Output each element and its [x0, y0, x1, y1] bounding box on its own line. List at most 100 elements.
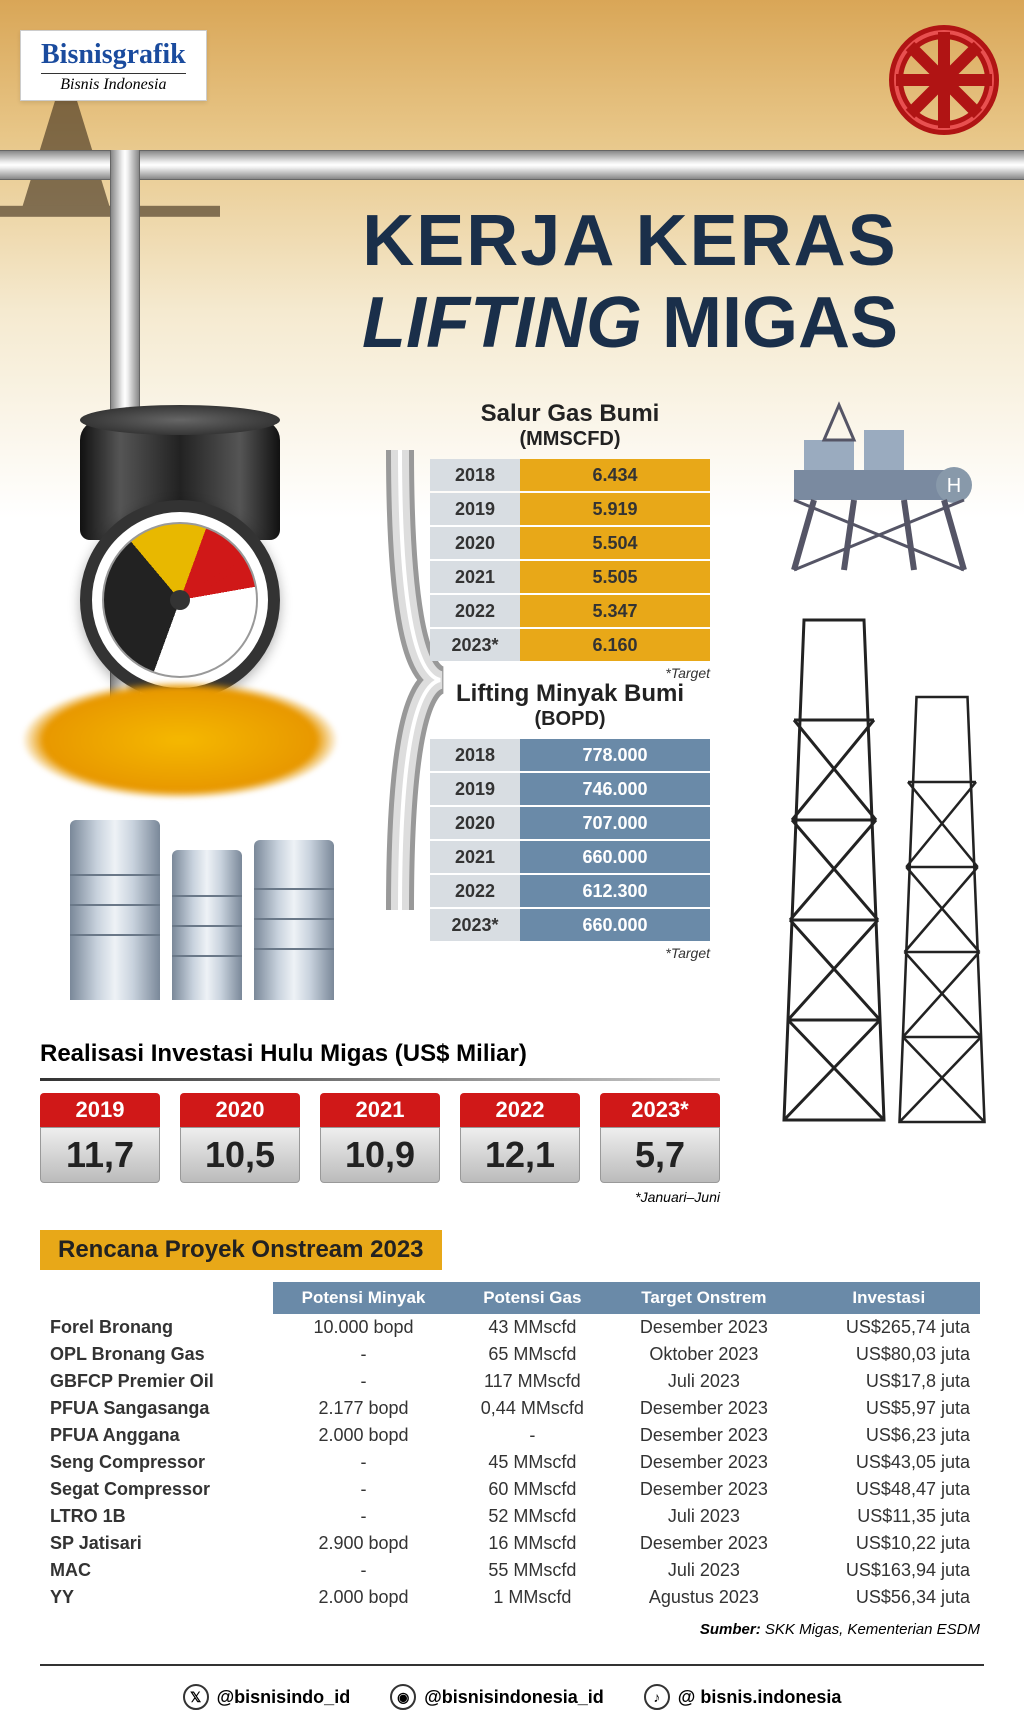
oil-table-title: Lifting Minyak Bumi — [430, 680, 710, 708]
invest-value: 10,9 — [320, 1127, 440, 1183]
proj-oil: 10.000 bopd — [273, 1314, 455, 1341]
storage-tanks-icon — [70, 800, 350, 1000]
proj-target: Juli 2023 — [610, 1557, 797, 1584]
brand-logo: Bisnisgrafik Bisnis Indonesia — [20, 30, 207, 101]
proj-oil: 2.900 bopd — [273, 1530, 455, 1557]
proj-gas: 16 MMscfd — [454, 1530, 610, 1557]
tiktok-handle: ♪@ bisnis.indonesia — [644, 1684, 842, 1710]
gas-value: 5.505 — [520, 561, 710, 593]
brand-sub: Bisnis Indonesia — [41, 73, 186, 94]
source-label: Sumber: — [700, 1621, 761, 1638]
oil-platform-icon: H — [754, 400, 994, 580]
oil-value: 660.000 — [520, 909, 710, 941]
proj-row: PFUA Anggana 2.000 bopd - Desember 2023 … — [40, 1422, 980, 1449]
oil-row: 2019 746.000 — [430, 773, 710, 805]
proj-name: MAC — [40, 1557, 273, 1584]
proj-target: Oktober 2023 — [610, 1341, 797, 1368]
oil-value: 778.000 — [520, 739, 710, 771]
proj-row: Forel Bronang 10.000 bopd 43 MMscfd Dese… — [40, 1314, 980, 1341]
proj-oil: 2.177 bopd — [273, 1395, 455, 1422]
proj-row: OPL Bronang Gas - 65 MMscfd Oktober 2023… — [40, 1341, 980, 1368]
proj-row: MAC - 55 MMscfd Juli 2023 US$163,94 juta — [40, 1557, 980, 1584]
social-footer: 𝕏@bisnisindo_id ◉@bisnisindonesia_id ♪@ … — [40, 1664, 984, 1710]
projects-source: Sumber: SKK Migas, Kementerian ESDM — [40, 1621, 980, 1638]
proj-target: Desember 2023 — [610, 1530, 797, 1557]
invest-value: 11,7 — [40, 1127, 160, 1183]
proj-name: Segat Compressor — [40, 1476, 273, 1503]
proj-oil: - — [273, 1368, 455, 1395]
oil-year: 2023* — [430, 909, 520, 941]
title-line2: LIFTING MIGAS — [280, 282, 980, 364]
proj-oil: - — [273, 1503, 455, 1530]
proj-target: Desember 2023 — [610, 1422, 797, 1449]
invest-value: 12,1 — [460, 1127, 580, 1183]
title-line1: KERJA KERAS — [280, 200, 980, 282]
proj-oil: - — [273, 1557, 455, 1584]
proj-target: Juli 2023 — [610, 1368, 797, 1395]
proj-col: Investasi — [798, 1282, 980, 1314]
valve-wheel-icon — [884, 20, 1004, 140]
proj-col: Potensi Gas — [454, 1282, 610, 1314]
proj-gas: 65 MMscfd — [454, 1341, 610, 1368]
proj-row: Seng Compressor - 45 MMscfd Desember 202… — [40, 1449, 980, 1476]
proj-oil: - — [273, 1476, 455, 1503]
proj-target: Juli 2023 — [610, 1503, 797, 1530]
proj-invest: US$11,35 juta — [798, 1503, 980, 1530]
oil-row: 2022 612.300 — [430, 875, 710, 907]
gas-value: 6.160 — [520, 629, 710, 661]
gas-table: Salur Gas Bumi (MMSCFD) 2018 6.434 2019 … — [430, 400, 710, 681]
gas-row: 2018 6.434 — [430, 459, 710, 491]
oil-year: 2019 — [430, 773, 520, 805]
proj-invest: US$163,94 juta — [798, 1557, 980, 1584]
oil-year: 2020 — [430, 807, 520, 839]
proj-row: SP Jatisari 2.900 bopd 16 MMscfd Desembe… — [40, 1530, 980, 1557]
gas-row: 2021 5.505 — [430, 561, 710, 593]
proj-invest: US$5,97 juta — [798, 1395, 980, 1422]
proj-target: Agustus 2023 — [610, 1584, 797, 1611]
derrick-towers-icon — [754, 600, 1014, 1140]
proj-name: PFUA Anggana — [40, 1422, 273, 1449]
proj-invest: US$265,74 juta — [798, 1314, 980, 1341]
proj-row: Segat Compressor - 60 MMscfd Desember 20… — [40, 1476, 980, 1503]
instagram-handle: ◉@bisnisindonesia_id — [390, 1684, 604, 1710]
proj-row: PFUA Sangasanga 2.177 bopd 0,44 MMscfd D… — [40, 1395, 980, 1422]
pipe-horizontal — [0, 150, 1024, 180]
proj-gas: - — [454, 1422, 610, 1449]
oil-splash-icon — [20, 680, 340, 800]
proj-gas: 43 MMscfd — [454, 1314, 610, 1341]
oil-table-unit: (BOPD) — [430, 708, 710, 731]
proj-target: Desember 2023 — [610, 1476, 797, 1503]
gas-value: 5.504 — [520, 527, 710, 559]
oil-value: 660.000 — [520, 841, 710, 873]
proj-name: PFUA Sangasanga — [40, 1395, 273, 1422]
proj-target: Desember 2023 — [610, 1395, 797, 1422]
proj-oil: - — [273, 1449, 455, 1476]
gas-year: 2023* — [430, 629, 520, 661]
invest-item: 2020 10,5 — [180, 1093, 300, 1183]
oil-value: 612.300 — [520, 875, 710, 907]
proj-invest: US$17,8 juta — [798, 1368, 980, 1395]
twitter-handle: 𝕏@bisnisindo_id — [183, 1684, 351, 1710]
twitter-icon: 𝕏 — [183, 1684, 209, 1710]
invest-title: Realisasi Investasi Hulu Migas (US$ Mili… — [40, 1040, 720, 1068]
proj-gas: 52 MMscfd — [454, 1503, 610, 1530]
oil-value: 707.000 — [520, 807, 710, 839]
oil-row: 2020 707.000 — [430, 807, 710, 839]
invest-item: 2019 11,7 — [40, 1093, 160, 1183]
proj-name: YY — [40, 1584, 273, 1611]
proj-name: Forel Bronang — [40, 1314, 273, 1341]
proj-name: Seng Compressor — [40, 1449, 273, 1476]
proj-gas: 55 MMscfd — [454, 1557, 610, 1584]
gas-year: 2019 — [430, 493, 520, 525]
investment-section: Realisasi Investasi Hulu Migas (US$ Mili… — [40, 1040, 720, 1205]
proj-gas: 117 MMscfd — [454, 1368, 610, 1395]
invest-item: 2022 12,1 — [460, 1093, 580, 1183]
invest-note: *Januari–Juni — [40, 1189, 720, 1205]
proj-row: YY 2.000 bopd 1 MMscfd Agustus 2023 US$5… — [40, 1584, 980, 1611]
proj-name: OPL Bronang Gas — [40, 1341, 273, 1368]
gas-value: 5.919 — [520, 493, 710, 525]
oil-row: 2023* 660.000 — [430, 909, 710, 941]
gas-table-note: *Target — [430, 665, 710, 681]
proj-name: SP Jatisari — [40, 1530, 273, 1557]
gas-value: 5.347 — [520, 595, 710, 627]
